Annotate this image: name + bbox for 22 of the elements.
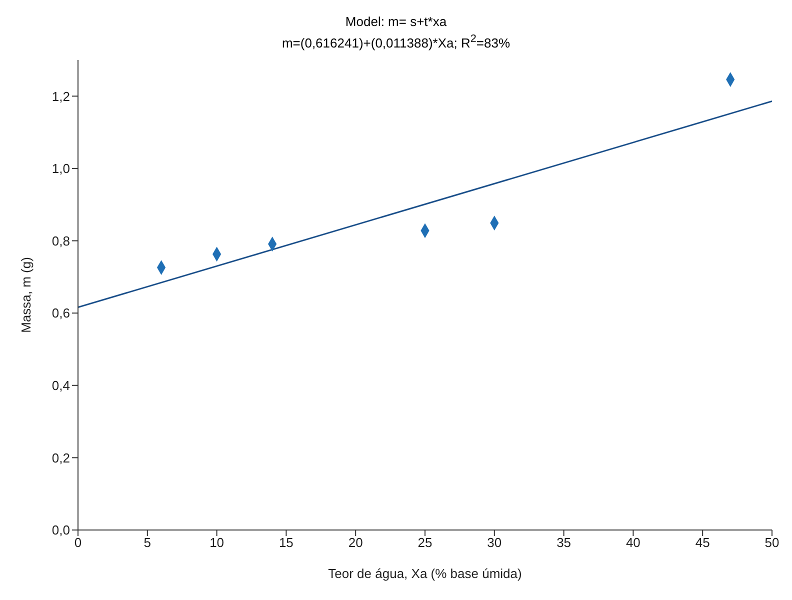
x-tick-label: 40 [626,536,640,551]
x-tick-label: 0 [74,536,82,551]
y-tick-label: 1,0 [52,161,70,176]
x-tick-label: 45 [695,536,710,551]
x-axis-title: Teor de água, Xa (% base úmida) [328,566,522,582]
x-tick-label: 30 [487,536,502,551]
y-tick-label: 0,8 [52,234,70,249]
y-tick-label: 0,2 [52,450,70,466]
y-tick-label: 1,2 [52,89,70,104]
x-tick-label: 50 [764,536,780,551]
x-tick-label: 10 [210,536,224,551]
x-tick-label: 5 [144,536,152,551]
x-tick-label: 20 [348,536,363,551]
chart-subtitle: m=(0,616241)+(0,011388)*Xa; R$^{2}$=83% [280,32,512,50]
chart-title: Model: m= s+t*xa [344,13,448,29]
y-tick-label: 0,6 [52,306,70,322]
x-tick-label: 35 [556,536,572,551]
y-tick-label: 0,4 [52,378,70,394]
y-axis-title: Massa, m (g) [18,257,34,334]
y-tick-label: 0,0 [52,522,70,538]
x-tick-label: 15 [278,536,294,551]
x-tick-label: 25 [418,536,432,551]
